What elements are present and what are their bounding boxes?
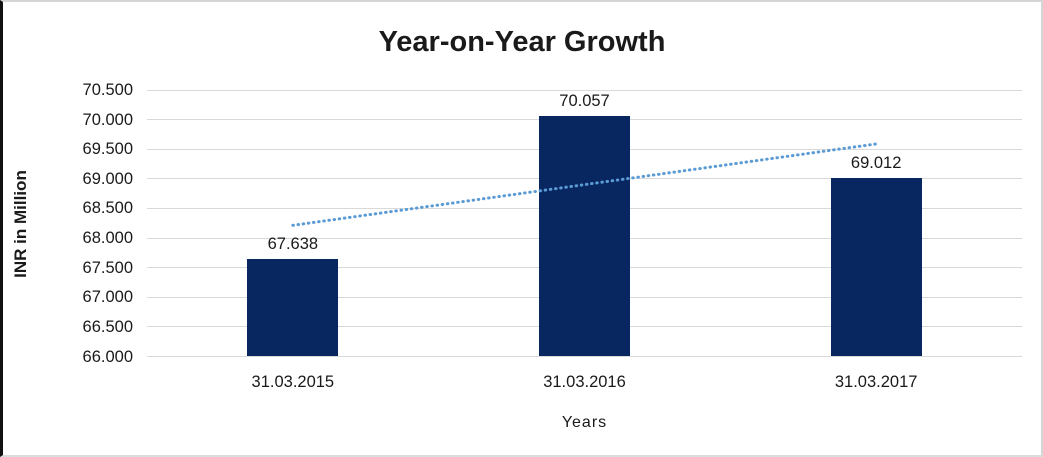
bar-31.03.2015 xyxy=(247,259,339,357)
x-axis-tick-label: 31.03.2017 xyxy=(834,373,918,391)
y-axis-tick-label: 68.000 xyxy=(82,229,133,248)
bar-31.03.2017 xyxy=(830,178,922,357)
data-label: 69.012 xyxy=(850,154,902,173)
y-axis-tick-label: 67.000 xyxy=(82,288,133,307)
y-axis-tick-label: 70.500 xyxy=(82,81,133,99)
gridline xyxy=(147,356,1022,357)
data-label: 67.638 xyxy=(267,235,319,254)
y-axis-tick-label: 69.000 xyxy=(82,169,133,188)
y-axis-tick-label: 66.500 xyxy=(82,317,133,336)
y-axis-tick-label: 70.000 xyxy=(82,110,133,129)
y-axis-tick-label: 66.000 xyxy=(82,347,133,366)
y-axis-tick-label: 68.500 xyxy=(82,199,133,218)
y-axis-title: INR in Million xyxy=(11,170,30,278)
y-axis-tick-label: 69.500 xyxy=(82,140,133,159)
data-label: 70.057 xyxy=(559,92,610,111)
x-axis-title: Years xyxy=(561,414,608,431)
gridline xyxy=(147,89,1022,91)
x-axis-tick-label: 31.03.2016 xyxy=(543,373,626,391)
y-axis-tick-label: 67.500 xyxy=(82,258,133,277)
bar-31.03.2016 xyxy=(539,116,630,357)
x-axis-tick-label: 31.03.2015 xyxy=(251,373,335,391)
chart-title: Year-on-Year Growth xyxy=(378,26,666,58)
